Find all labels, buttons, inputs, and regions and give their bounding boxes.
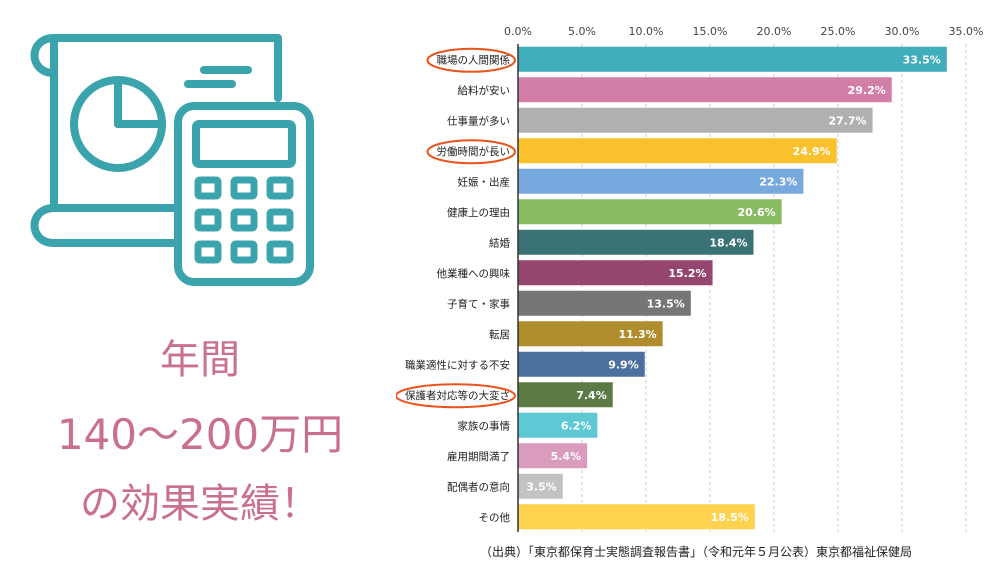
bar bbox=[518, 443, 588, 469]
value-label: 13.5% bbox=[647, 297, 685, 310]
value-label: 20.6% bbox=[738, 206, 776, 219]
bar-chart: 0.0% 5.0% 10.0% 15.0% 20.0% 25.0% 30.0% 35.0% 職場… bbox=[395, 0, 990, 575]
x-tick-label: 30.0% bbox=[885, 25, 920, 38]
category-label: 結婚 bbox=[489, 236, 510, 249]
category-label: 健康上の理由 bbox=[447, 206, 510, 219]
category-label: 労働時間が長い bbox=[437, 145, 511, 158]
bar bbox=[518, 351, 645, 377]
value-label: 27.7% bbox=[828, 114, 866, 127]
category-label: 他業種への興味 bbox=[437, 267, 511, 280]
category-label: 給料が安い bbox=[458, 84, 511, 97]
value-label: 5.4% bbox=[551, 450, 582, 463]
x-tick-label: 5.0% bbox=[568, 25, 596, 38]
bar bbox=[518, 382, 613, 408]
value-label: 15.2% bbox=[668, 267, 706, 280]
category-label: その他 bbox=[479, 511, 511, 524]
category-label: 職場の人間関係 bbox=[437, 53, 511, 66]
x-tick-label: 20.0% bbox=[757, 25, 792, 38]
bar bbox=[518, 321, 663, 347]
bar bbox=[518, 168, 804, 194]
bar bbox=[518, 290, 691, 316]
bar bbox=[518, 199, 782, 225]
bar bbox=[518, 504, 755, 530]
bar bbox=[518, 260, 713, 286]
bar bbox=[518, 77, 892, 103]
value-label: 18.5% bbox=[711, 511, 749, 524]
value-label: 33.5% bbox=[903, 53, 941, 66]
category-label: 妊娠・出産 bbox=[458, 175, 511, 188]
bar bbox=[518, 138, 837, 164]
bar bbox=[518, 107, 873, 133]
x-tick-label: 35.0% bbox=[949, 25, 984, 38]
calculator-document-icon bbox=[30, 34, 314, 286]
category-label: 転居 bbox=[489, 329, 510, 341]
source-note: （出典）「東京都保育士実態調査報告書」（令和元年５月公表）東京都福祉保健局 bbox=[480, 545, 913, 559]
value-label: 6.2% bbox=[561, 419, 592, 432]
value-label: 18.4% bbox=[709, 236, 747, 249]
x-tick-label: 0.0% bbox=[504, 25, 532, 38]
category-label: 配偶者の意向 bbox=[447, 480, 510, 493]
category-label: 仕事量が多い bbox=[447, 114, 510, 127]
highlight-ellipse bbox=[426, 139, 516, 165]
bar bbox=[518, 46, 947, 72]
x-tick-label: 25.0% bbox=[821, 25, 856, 38]
value-label: 22.3% bbox=[759, 175, 797, 188]
bar bbox=[518, 473, 563, 499]
value-label: 3.5% bbox=[526, 480, 557, 493]
x-tick-label: 15.0% bbox=[693, 25, 728, 38]
category-label: 職業適性に対する不安 bbox=[405, 358, 510, 371]
headline-amount: 140～200万円 bbox=[56, 410, 344, 459]
highlight-ellipse bbox=[395, 383, 516, 409]
left-panel: 年間 140～200万円 の効果実績！ bbox=[0, 0, 400, 575]
value-label: 9.9% bbox=[608, 358, 639, 371]
bar bbox=[518, 229, 754, 255]
category-label: 保護者対応等の大変さ bbox=[405, 389, 510, 402]
value-label: 24.9% bbox=[793, 145, 831, 158]
value-label: 29.2% bbox=[848, 84, 886, 97]
value-label: 11.3% bbox=[618, 328, 656, 341]
category-label: 家族の事情 bbox=[458, 419, 511, 432]
highlight-ellipse bbox=[426, 47, 516, 73]
headline-year: 年間 bbox=[160, 337, 240, 383]
bar bbox=[518, 412, 598, 438]
headline-result: の効果実績！ bbox=[80, 481, 320, 527]
category-label: 子育て・家事 bbox=[447, 297, 510, 310]
category-label: 雇用期間満了 bbox=[447, 450, 510, 463]
value-label: 7.4% bbox=[576, 389, 607, 402]
bar-chart-svg: 0.0% 5.0% 10.0% 15.0% 20.0% 25.0% 30.0% 35.0% 職場… bbox=[395, 25, 984, 532]
x-tick-label: 10.0% bbox=[629, 25, 664, 38]
